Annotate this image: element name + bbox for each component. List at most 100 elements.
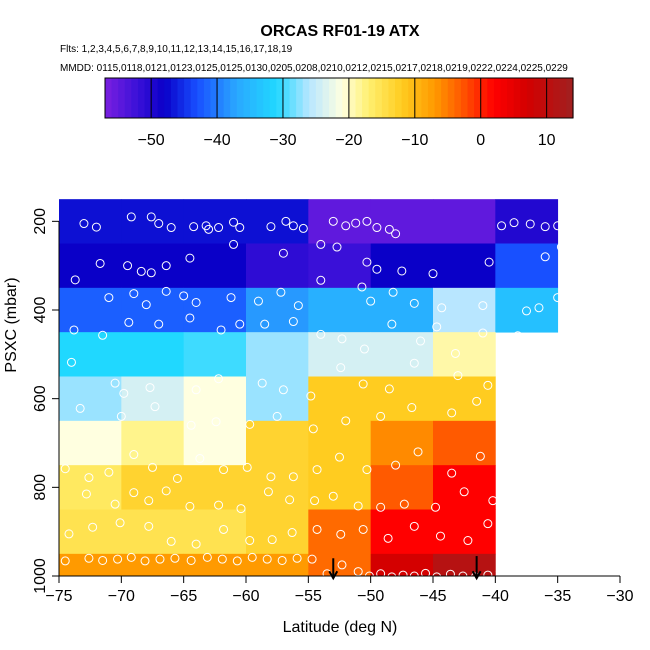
observation-point bbox=[509, 541, 519, 551]
observation-point bbox=[376, 502, 386, 512]
observation-point bbox=[154, 319, 164, 329]
heatmap-cell bbox=[183, 287, 247, 333]
x-tick-label: −30 bbox=[606, 588, 633, 605]
colorbar-segment bbox=[381, 78, 390, 118]
observation-point bbox=[66, 357, 76, 367]
observation-point bbox=[497, 414, 507, 424]
heatmap-cell bbox=[183, 509, 247, 555]
y-tick-label: 400 bbox=[32, 297, 49, 324]
colorbar-tick-label: −30 bbox=[269, 132, 296, 149]
observation-point bbox=[110, 378, 120, 388]
observation-point bbox=[337, 334, 347, 344]
observation-point bbox=[253, 296, 263, 306]
observation-point bbox=[236, 504, 246, 514]
colorbar-segment bbox=[190, 78, 198, 118]
observation-point bbox=[266, 472, 276, 482]
heatmap-cell bbox=[121, 332, 185, 377]
observation-point bbox=[276, 287, 286, 297]
colorbar bbox=[104, 77, 574, 119]
observation-point bbox=[288, 472, 298, 482]
observation-point bbox=[60, 464, 70, 474]
observation-point bbox=[154, 219, 164, 229]
observation-point bbox=[384, 224, 394, 234]
observation-point bbox=[266, 222, 276, 232]
observation-point bbox=[484, 257, 494, 267]
observation-point bbox=[81, 489, 91, 499]
observation-point bbox=[148, 462, 157, 472]
colorbar-segment bbox=[282, 78, 291, 118]
observation-point bbox=[185, 313, 195, 323]
observation-point bbox=[307, 554, 317, 564]
observation-point bbox=[91, 222, 101, 232]
colorbar-segment bbox=[105, 78, 113, 118]
observation-point bbox=[144, 521, 154, 531]
observation-point bbox=[70, 275, 80, 285]
heatmap-cell bbox=[308, 243, 372, 289]
observation-point bbox=[204, 224, 214, 234]
observation-point bbox=[166, 536, 176, 546]
colorbar-segment bbox=[157, 78, 165, 118]
observation-point bbox=[525, 219, 535, 229]
colorbar-segment bbox=[296, 78, 304, 118]
heatmap-cell bbox=[370, 465, 434, 510]
heatmap-cell bbox=[121, 553, 185, 577]
observation-point bbox=[263, 487, 273, 497]
colorbar-segment bbox=[414, 78, 422, 118]
colorbar-segment bbox=[566, 78, 574, 118]
x-tick-label: −45 bbox=[419, 588, 446, 605]
colorbar-segment bbox=[184, 78, 192, 118]
observation-point bbox=[472, 396, 482, 406]
observation-point bbox=[341, 221, 351, 231]
observation-point bbox=[95, 258, 105, 268]
observation-point bbox=[553, 221, 563, 231]
observation-point bbox=[144, 496, 154, 506]
heatmap-cell bbox=[308, 199, 372, 244]
heatmap-cell bbox=[121, 199, 185, 244]
colorbar-segment bbox=[164, 78, 172, 118]
observation-point bbox=[232, 556, 242, 566]
heatmap-cell bbox=[183, 376, 247, 422]
observation-point bbox=[372, 223, 382, 233]
observation-point bbox=[146, 212, 156, 222]
x-tick-label: −35 bbox=[544, 588, 571, 605]
observation-point bbox=[293, 301, 303, 311]
observation-point bbox=[98, 330, 108, 340]
colorbar-segment bbox=[230, 78, 238, 118]
observation-point bbox=[104, 467, 114, 477]
observation-point bbox=[398, 570, 408, 580]
observation-point bbox=[362, 465, 372, 475]
observation-point bbox=[357, 282, 367, 292]
observation-point bbox=[528, 400, 538, 410]
observation-point bbox=[470, 572, 480, 582]
observation-point bbox=[362, 216, 372, 226]
observation-point bbox=[603, 219, 613, 229]
observation-point bbox=[430, 502, 440, 512]
observation-point bbox=[155, 554, 165, 564]
colorbar-segment bbox=[315, 78, 324, 118]
x-axis-label: Latitude (deg N) bbox=[283, 619, 398, 636]
observation-point bbox=[306, 391, 316, 401]
heatmap-cell bbox=[308, 509, 372, 555]
x-tick-label: −75 bbox=[45, 588, 72, 605]
colorbar-tick-label: −40 bbox=[203, 132, 230, 149]
colorbar-segment bbox=[355, 78, 363, 118]
colorbar-segment bbox=[203, 78, 212, 118]
heatmap-cell bbox=[246, 553, 309, 577]
observation-point bbox=[387, 572, 397, 582]
heatmap-cell bbox=[121, 376, 185, 422]
observation-point bbox=[353, 501, 363, 511]
heatmap-cells bbox=[59, 199, 559, 577]
observation-point bbox=[126, 212, 136, 222]
colorbar-segment bbox=[342, 78, 350, 118]
heatmap-cell bbox=[495, 243, 559, 289]
heatmap-cell bbox=[433, 287, 496, 333]
observation-point bbox=[219, 524, 229, 534]
x-tick-label: −55 bbox=[295, 588, 322, 605]
colorbar-segment bbox=[151, 78, 159, 118]
y-axis-label: PSXC (mbar) bbox=[3, 277, 20, 372]
surface-arrows bbox=[328, 556, 482, 581]
observation-point bbox=[316, 329, 326, 339]
heatmap-cell bbox=[246, 420, 309, 466]
observation-point bbox=[185, 253, 195, 263]
observation-point bbox=[104, 293, 114, 303]
